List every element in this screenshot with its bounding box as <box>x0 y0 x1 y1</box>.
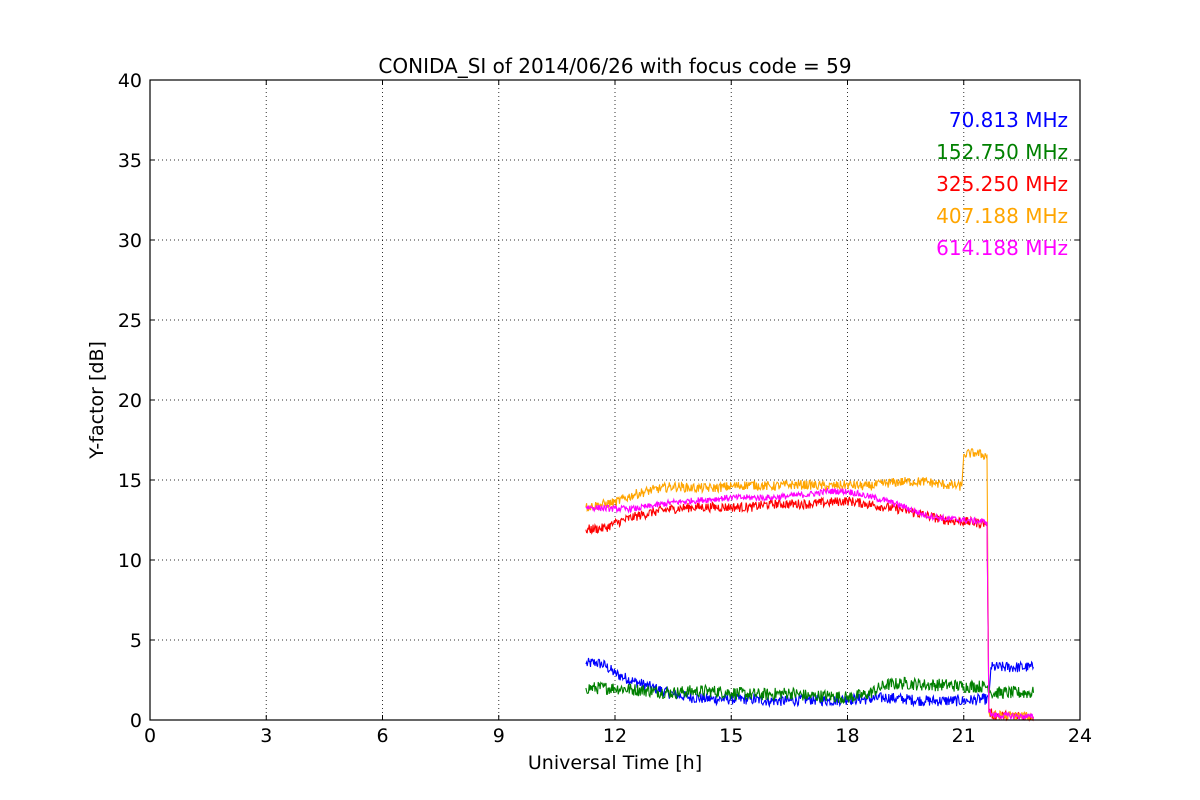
legend-entry: 614.188 MHz <box>936 236 1068 260</box>
x-tick-label: 18 <box>835 725 859 747</box>
series-layer <box>585 447 1035 722</box>
chart-title: CONIDA_SI of 2014/06/26 with focus code … <box>378 54 851 78</box>
y-tick-label: 5 <box>130 630 142 652</box>
y-tick-label: 40 <box>118 70 142 92</box>
y-axis-label: Y-factor [dB] <box>86 341 108 460</box>
legend-entry: 325.250 MHz <box>936 172 1068 196</box>
x-tick-label: 21 <box>952 725 976 747</box>
y-tick-label: 20 <box>118 390 142 412</box>
x-tick-label: 6 <box>376 725 388 747</box>
series-line <box>585 657 1035 709</box>
series-line <box>585 496 1035 722</box>
y-tick-label: 35 <box>118 150 142 172</box>
x-tick-label: 0 <box>144 725 156 747</box>
y-tick-label: 0 <box>130 710 142 732</box>
ticks: 0 3 6 9 12 15 18 21 24 0 5 10 15 20 25 30 35 40 <box>118 70 1092 747</box>
legend: 70.813 MHz 152.750 MHz 325.250 MHz 407.188 … <box>936 108 1068 260</box>
legend-entry: 407.188 MHz <box>936 204 1068 228</box>
series-line <box>585 487 1035 722</box>
y-tick-label: 25 <box>118 310 142 332</box>
x-tick-label: 3 <box>260 725 272 747</box>
grid <box>150 80 1080 720</box>
x-tick-label: 24 <box>1068 725 1092 747</box>
x-tick-label: 12 <box>603 725 627 747</box>
x-tick-label: 15 <box>719 725 743 747</box>
series-line <box>585 676 1035 705</box>
series-line <box>585 447 1035 721</box>
legend-entry: 152.750 MHz <box>936 140 1068 164</box>
x-tick-label: 9 <box>493 725 505 747</box>
y-tick-label: 10 <box>118 550 142 572</box>
legend-entry: 70.813 MHz <box>949 108 1068 132</box>
x-axis-label: Universal Time [h] <box>528 752 702 774</box>
y-tick-label: 15 <box>118 470 142 492</box>
y-tick-label: 30 <box>118 230 142 252</box>
